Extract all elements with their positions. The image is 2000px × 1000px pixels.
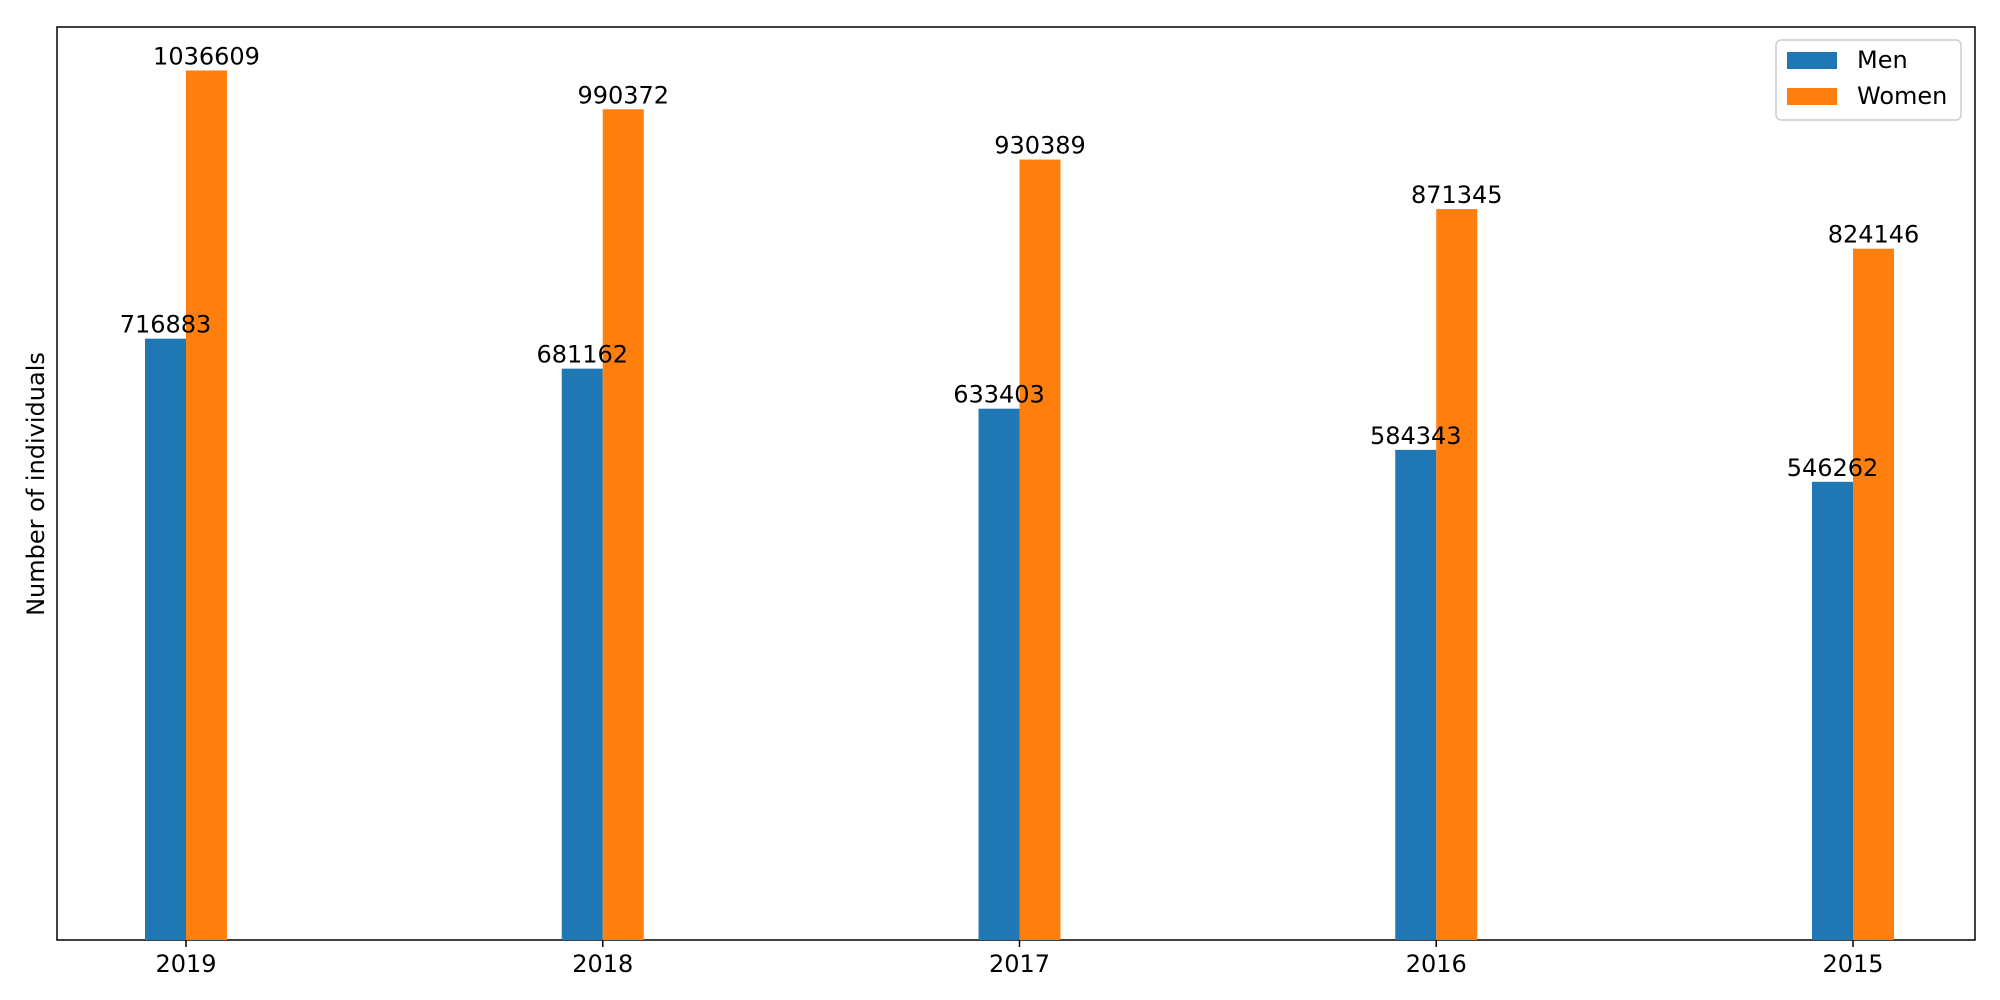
bars xyxy=(145,70,1894,941)
data-label-men-2015: 546262 xyxy=(1787,454,1879,482)
legend-swatch-women xyxy=(1787,88,1837,105)
bar-women-2015 xyxy=(1853,248,1894,941)
bar-men-2016 xyxy=(1395,449,1437,940)
x-tick-label-2019: 2019 xyxy=(155,950,216,978)
data-labels: 716883 1036609 681162 990372 633403 930389 584… xyxy=(120,42,1920,481)
legend-swatch-men xyxy=(1787,52,1837,69)
x-tick-label-2017: 2017 xyxy=(989,950,1050,978)
x-tick-label-2018: 2018 xyxy=(572,950,633,978)
data-label-men-2016: 584343 xyxy=(1370,422,1462,450)
data-label-women-2018: 990372 xyxy=(577,81,669,109)
legend: Men Women xyxy=(1775,39,1962,121)
bar-women-2019 xyxy=(186,70,227,940)
data-label-men-2018: 681162 xyxy=(536,341,628,369)
x-tick-label-2015: 2015 xyxy=(1822,950,1883,978)
bar-men-2018 xyxy=(561,368,603,940)
data-label-women-2016: 871345 xyxy=(1411,181,1503,209)
y-axis-label: Number of individuals xyxy=(22,352,50,616)
legend-label-women: Women xyxy=(1857,82,1947,110)
data-label-women-2019: 1036609 xyxy=(153,42,260,70)
data-label-men-2019: 716883 xyxy=(120,311,212,339)
data-label-women-2015: 824146 xyxy=(1828,221,1920,249)
bar-women-2016 xyxy=(1436,209,1478,940)
bar-men-2017 xyxy=(978,408,1020,940)
x-axis-ticks: 2019 2018 2017 2016 2015 xyxy=(155,940,1884,978)
x-tick-label-2016: 2016 xyxy=(1406,950,1467,978)
bar-men-2019 xyxy=(145,338,186,940)
bar-men-2015 xyxy=(1812,481,1853,940)
data-label-women-2017: 930389 xyxy=(994,132,1086,160)
bar-women-2017 xyxy=(1019,159,1061,941)
plot-area: 716883 1036609 681162 990372 633403 930389 584… xyxy=(56,26,1976,978)
legend-label-men: Men xyxy=(1857,46,1908,74)
bar-women-2018 xyxy=(602,109,644,941)
data-label-men-2017: 633403 xyxy=(953,381,1045,409)
